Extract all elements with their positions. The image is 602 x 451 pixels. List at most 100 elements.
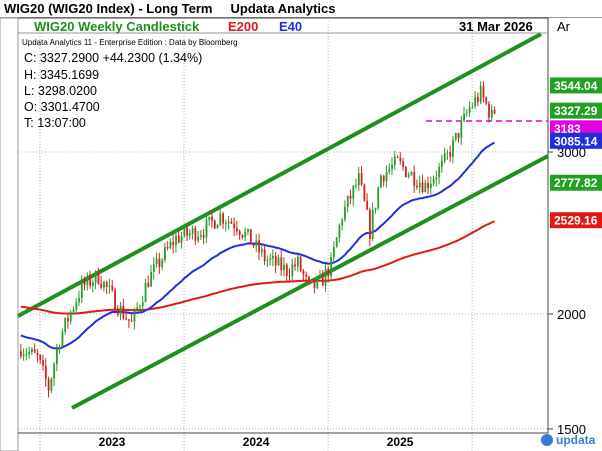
candle-body [139,306,141,308]
candle-body [44,365,47,380]
candle-body [416,185,418,188]
chart-name-label: WIG20 Weekly Candlestick [34,19,200,34]
candle-body [161,259,164,267]
candle-body [446,152,449,154]
candle-body [427,182,429,189]
plot-area [17,17,549,434]
candle-body [385,171,388,182]
candle-body [424,182,427,193]
candle-body [305,274,308,277]
candle-body [222,213,225,224]
candle-body [144,282,147,303]
candle-body [25,354,28,356]
candle-body [247,229,249,232]
upper-channel-line [17,32,542,318]
candle-body [482,86,485,98]
candle-body [89,275,92,286]
subtitle-label: Updata Analytics 11 - Enterprise Edition… [22,38,238,47]
candle-body [136,307,139,310]
candle-body [69,311,72,322]
candle-body [152,264,155,272]
candle-body [283,264,285,271]
candles [20,81,496,398]
candle-body [33,348,36,353]
candle-body [249,229,252,245]
candle-body [64,317,67,332]
candle-body [50,378,53,391]
candle-body [316,277,319,288]
candle-body [338,225,341,238]
lower-channel-line [71,154,549,410]
e200-legend-label: E200 [228,19,258,34]
quote-close: C: 3327.2900 +44.2300 (1.34%) [24,51,202,65]
e200-line [20,220,495,315]
candle-body [479,86,482,102]
candle-body [169,241,172,248]
quote-low: L: 3298.0200 [24,84,97,98]
candle-body [108,285,111,287]
candle-body [449,152,452,157]
brand-name: Updata Analytics [230,1,336,16]
candle-body [252,244,255,247]
candle-body [441,161,443,167]
quote-open: O: 3301.4700 [24,100,100,114]
candle-body [183,227,186,237]
candle-body [155,258,158,265]
candle-body [219,213,222,225]
candle-body [357,173,360,186]
candle-body [413,172,416,186]
price-tag-label: 3544.04 [554,79,598,93]
candle-body [291,264,294,276]
candle-body [202,235,205,238]
window-title: WIG20 (WIG20 Index) - Long Term [4,1,213,16]
candle-body [31,348,33,353]
candle-body [130,320,133,322]
candle-body [369,209,371,239]
candle-body [443,153,446,162]
candle-body [75,302,78,310]
candle-body [488,103,490,118]
candle-body [277,257,280,266]
candle-body [97,271,100,284]
candle-body [80,280,83,298]
candle-body [310,279,313,283]
candle-body [244,231,247,238]
candle-body [116,310,119,315]
candle-body [103,281,105,288]
candle-body [485,97,488,104]
candle-body [391,164,393,169]
candle-body [78,297,80,303]
gridlines [18,18,548,451]
chart-date-label: 31 Mar 2026 [459,19,533,34]
candle-body [238,231,241,235]
candle-body [83,280,86,285]
candle-body [468,107,471,113]
price-tag [550,212,602,229]
candle-body [191,228,194,234]
window-title-bar: WIG20 (WIG20 Index) - Long Term Updata An… [0,0,602,18]
candle-body [233,223,236,229]
candle-body [366,200,369,210]
candle-body [216,224,219,229]
candle-body [302,270,305,275]
watermark: updata [541,433,596,447]
candle-body [122,305,125,319]
candle-body [330,257,333,277]
candle-body [92,282,94,286]
candle-body [280,257,283,271]
x-tick-label: 2024 [243,435,270,449]
candle-body [421,182,424,193]
candle-body [297,256,299,267]
candle-body [266,259,269,261]
price-tag-label: 3085.14 [554,134,598,148]
candle-body [352,185,355,199]
candle-body [493,109,496,114]
candle-body [166,247,169,249]
candle-body [418,182,421,188]
candle-body [58,346,61,350]
candle-body [349,195,352,199]
updata-logo-icon [541,434,553,446]
price-tag-label: 2777.82 [554,176,598,190]
e40-line [20,141,495,350]
candle-body [452,139,454,157]
